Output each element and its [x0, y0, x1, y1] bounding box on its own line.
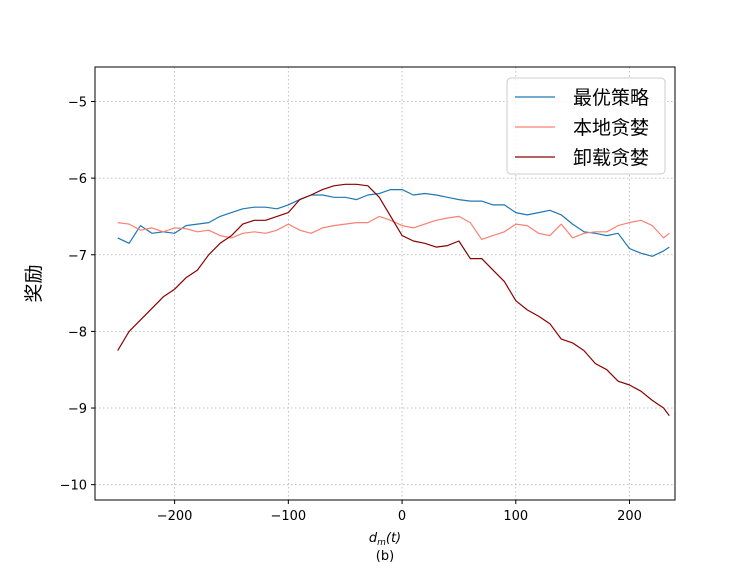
- y-tick-label: −7: [68, 249, 87, 264]
- series-line: [117, 183, 670, 417]
- y-tick-label: −8: [68, 325, 87, 340]
- figure-caption: (b): [376, 549, 394, 562]
- x-tick-label: 0: [398, 509, 406, 524]
- legend-box: [506, 77, 666, 175]
- y-tick-label: −6: [68, 172, 87, 187]
- x-axis-label: dm(t): [369, 531, 401, 548]
- x-tick-label: −200: [157, 509, 193, 524]
- x-tick-label: −100: [270, 509, 306, 524]
- legend-label: 最优策略: [573, 87, 649, 109]
- x-tick-label: 100: [503, 509, 528, 524]
- series-line: [117, 189, 670, 257]
- series-line: [117, 215, 670, 240]
- y-tick-label: −5: [68, 95, 87, 110]
- x-axis-label-rest: (t): [386, 531, 401, 546]
- legend-label: 本地贪婪: [573, 117, 649, 139]
- y-tick-label: −9: [68, 402, 87, 417]
- x-axis-ticks: −200 −100 0 100 200: [157, 500, 642, 524]
- x-axis-label-sub: m: [377, 538, 386, 548]
- legend-label: 卸载贪婪: [573, 147, 649, 169]
- x-tick-label: 200: [617, 509, 642, 524]
- y-axis-ticks: −5 −6 −7 −8 −9 −10: [60, 95, 95, 494]
- y-axis-label: 奖励: [23, 264, 45, 302]
- series-lines: [117, 183, 670, 417]
- y-tick-label: −10: [60, 479, 87, 494]
- x-axis-label-main: d: [369, 531, 378, 546]
- plot-frame: [94, 66, 676, 501]
